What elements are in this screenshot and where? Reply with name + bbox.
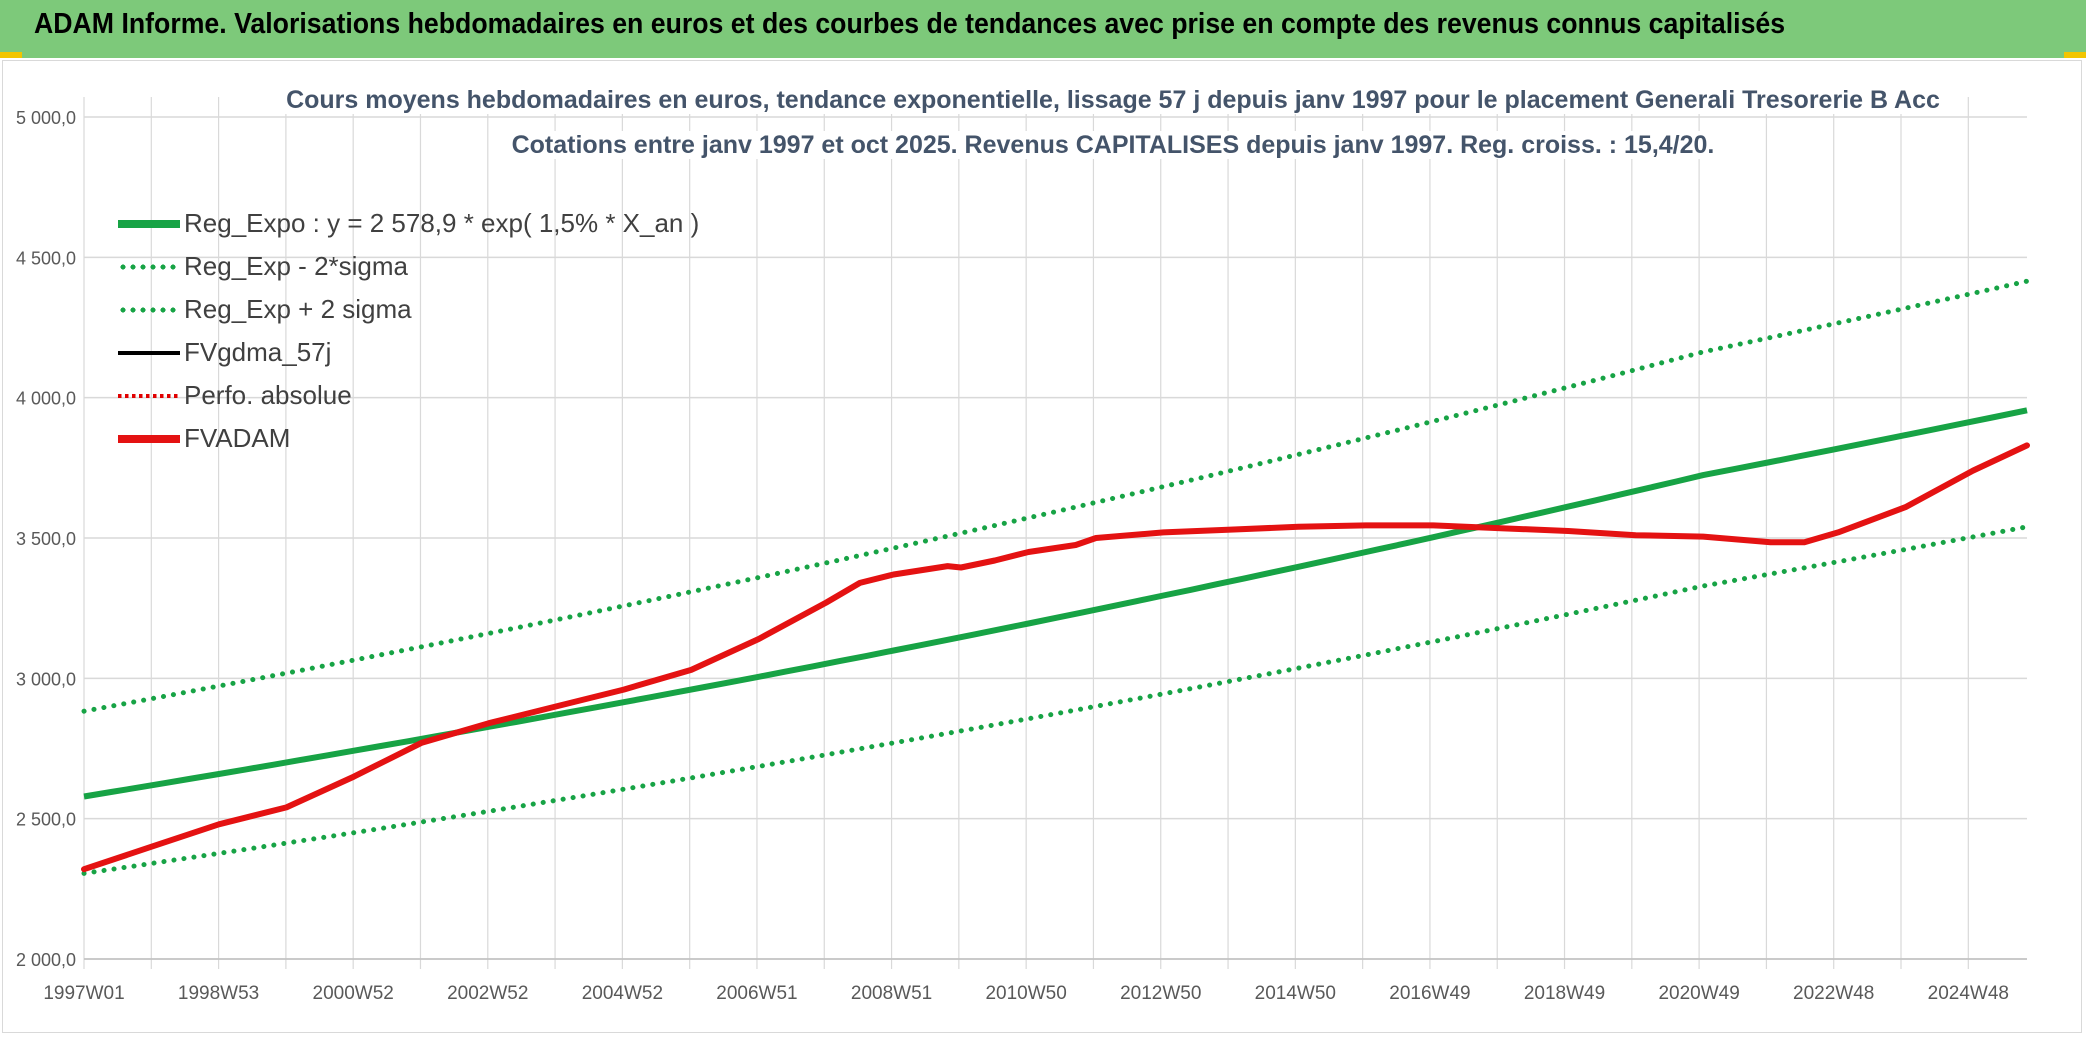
x-tick-label: 2006W51 bbox=[716, 983, 797, 1004]
legend-swatch-solid-red bbox=[118, 434, 180, 443]
legend-swatch-solid-green bbox=[118, 219, 180, 228]
series-line-1 bbox=[81, 524, 2030, 876]
legend-label: Perfo. absolue bbox=[184, 380, 352, 410]
y-tick-label: 2 000,0 bbox=[16, 950, 76, 970]
legend-item-perfo-absolue: Perfo. absolue bbox=[118, 374, 699, 417]
legend-swatch-dotted-red bbox=[118, 393, 180, 398]
x-tick-label: 2012W50 bbox=[1120, 983, 1201, 1004]
x-tick-label: 2024W48 bbox=[1928, 983, 2009, 1004]
chart-title: Cours moyens hebdomadaires en euros, ten… bbox=[0, 86, 2086, 115]
x-tick-label: 2020W49 bbox=[1658, 983, 1739, 1004]
legend-label: FVADAM bbox=[184, 423, 291, 453]
legend-label: Reg_Expo : y = 2 578,9 * exp( 1,5% * X_a… bbox=[184, 208, 700, 238]
corner-marker-left bbox=[0, 52, 22, 58]
legend-swatch-dotted-green bbox=[118, 306, 180, 313]
x-tick-label: 1997W01 bbox=[43, 983, 124, 1004]
x-tick-label: 2008W51 bbox=[851, 983, 932, 1004]
corner-marker-right bbox=[2064, 52, 2086, 58]
legend-item-reg-exp-minus: Reg_Exp - 2*sigma bbox=[118, 245, 699, 288]
chart-area bbox=[2, 60, 2082, 1033]
x-tick-label: 2002W52 bbox=[447, 983, 528, 1004]
y-tick-label: 5 000,0 bbox=[16, 108, 76, 128]
x-tick-label: 1998W53 bbox=[178, 983, 259, 1004]
legend-label: Reg_Exp + 2 sigma bbox=[184, 294, 412, 324]
x-tick-label: 2000W52 bbox=[313, 983, 394, 1004]
legend-label: FVgdma_57j bbox=[184, 337, 332, 367]
x-tick-label: 2016W49 bbox=[1389, 983, 1470, 1004]
chart-subtitle: Cotations entre janv 1997 et oct 2025. R… bbox=[0, 131, 2086, 160]
x-tick-label: 2014W50 bbox=[1255, 983, 1336, 1004]
legend-swatch-solid-black bbox=[118, 350, 180, 355]
series-line-5 bbox=[81, 442, 2030, 873]
chart-legend: Reg_Expo : y = 2 578,9 * exp( 1,5% * X_a… bbox=[118, 202, 699, 460]
legend-item-reg-expo: Reg_Expo : y = 2 578,9 * exp( 1,5% * X_a… bbox=[118, 202, 699, 245]
y-tick-label: 4 500,0 bbox=[16, 248, 76, 268]
legend-item-fvgdma: FVgdma_57j bbox=[118, 331, 699, 374]
y-tick-label: 3 000,0 bbox=[16, 669, 76, 689]
x-tick-label: 2004W52 bbox=[582, 983, 663, 1004]
series-line-0 bbox=[83, 407, 2028, 800]
y-tick-label: 4 000,0 bbox=[16, 389, 76, 409]
x-tick-label: 2022W48 bbox=[1793, 983, 1874, 1004]
legend-label: Reg_Exp - 2*sigma bbox=[184, 251, 408, 281]
report-title: ADAM Informe. Valorisations hebdomadaire… bbox=[34, 8, 1786, 40]
y-tick-label: 2 500,0 bbox=[16, 810, 76, 830]
x-tick-label: 2010W50 bbox=[985, 983, 1066, 1004]
x-tick-label: 2018W49 bbox=[1524, 983, 1605, 1004]
report-banner: ADAM Informe. Valorisations hebdomadaire… bbox=[0, 0, 2086, 58]
legend-item-reg-exp-plus: Reg_Exp + 2 sigma bbox=[118, 288, 699, 331]
legend-item-fvadam: FVADAM bbox=[118, 417, 699, 460]
legend-swatch-dotted-green bbox=[118, 263, 180, 270]
y-tick-label: 3 500,0 bbox=[16, 529, 76, 549]
